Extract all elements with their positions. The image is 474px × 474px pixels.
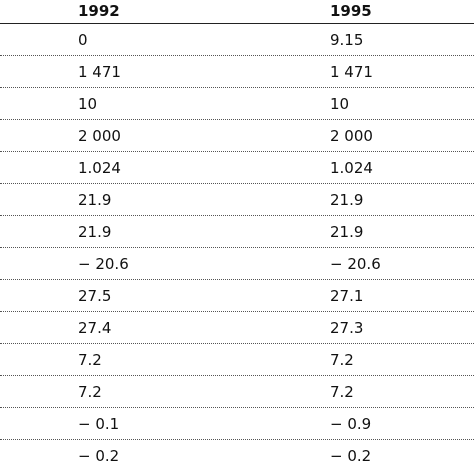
table-cell: − 0.2 <box>78 447 120 465</box>
table-cell: 21.9 <box>78 222 112 241</box>
table-cell: 9.15 <box>330 30 364 49</box>
table-row: 21.9 21.9 <box>0 216 474 248</box>
table-cell: 1.024 <box>78 158 121 177</box>
table-row: 10 10 <box>0 88 474 120</box>
table-cell: 27.5 <box>78 286 112 305</box>
table-cell: 0 <box>78 30 88 49</box>
table-cell: − 0.1 <box>78 414 120 433</box>
table-row: 2 000 2 000 <box>0 120 474 152</box>
table-cell: − 0.9 <box>330 414 372 433</box>
table-row: 27.5 27.1 <box>0 280 474 312</box>
header-cell: 1992 <box>78 2 120 20</box>
table-cell: 2 000 <box>78 126 121 145</box>
table-row: 1.024 1.024 <box>0 152 474 184</box>
table-row: − 20.6 − 20.6 <box>0 248 474 280</box>
table-cell: 27.4 <box>78 318 112 337</box>
table-cell: 7.2 <box>330 382 354 401</box>
table-row: 1 471 1 471 <box>0 56 474 88</box>
table-cell: 21.9 <box>330 190 364 209</box>
table-row: 7.2 7.2 <box>0 344 474 376</box>
table-cell: 1 471 <box>330 62 373 81</box>
table-cell: 1 471 <box>78 62 121 81</box>
table-cell: 27.1 <box>330 286 364 305</box>
table-cell: 21.9 <box>78 190 112 209</box>
table-cell: 2 000 <box>330 126 373 145</box>
table-row: 0 9.15 <box>0 24 474 56</box>
table-row: − 0.1 − 0.9 <box>0 408 474 440</box>
table-cell: 7.2 <box>78 350 102 369</box>
header-cell: 1995 <box>330 2 372 20</box>
table-cell: − 20.6 <box>330 254 381 273</box>
table-cell: 27.3 <box>330 318 364 337</box>
table-cell: 21.9 <box>330 222 364 241</box>
table-cell: 7.2 <box>330 350 354 369</box>
table-cell: − 0.2 <box>330 447 372 465</box>
table-cell: 10 <box>330 94 350 113</box>
table-cell: 10 <box>78 94 98 113</box>
table-cell: 7.2 <box>78 382 102 401</box>
table-row: 21.9 21.9 <box>0 184 474 216</box>
table-cell: 1.024 <box>330 158 373 177</box>
table-row: 27.4 27.3 <box>0 312 474 344</box>
table-row: − 0.2 − 0.2 <box>0 440 474 472</box>
table-row: 7.2 7.2 <box>0 376 474 408</box>
header-row: 1992 1995 <box>0 0 474 24</box>
table-cell: − 20.6 <box>78 254 129 273</box>
